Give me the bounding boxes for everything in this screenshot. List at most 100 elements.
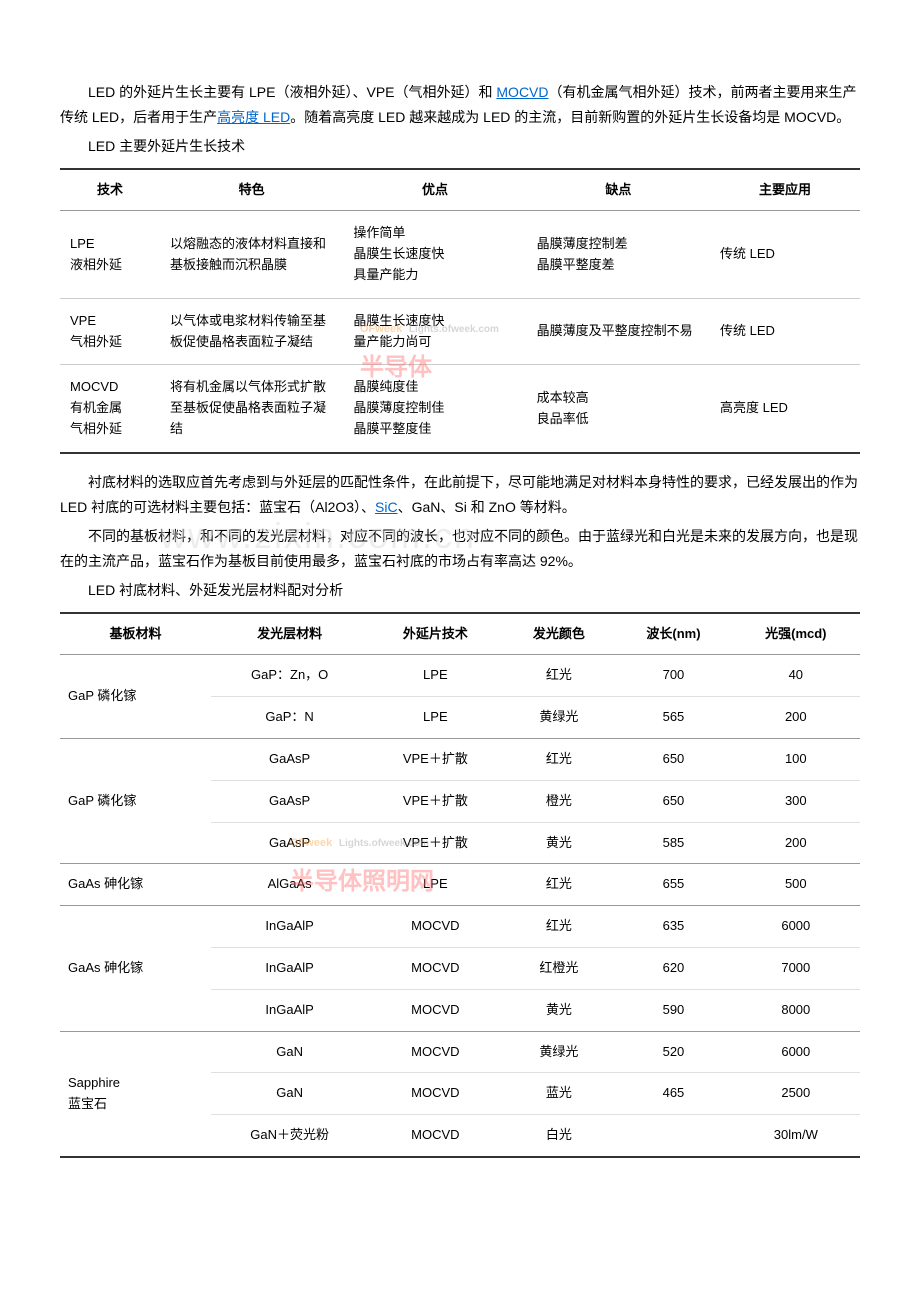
table-cell: InGaAlP xyxy=(211,948,368,990)
table-cell: MOCVD xyxy=(368,948,502,990)
table-cell: LPE xyxy=(368,655,502,697)
table-cell: GaN＋荧光粉 xyxy=(211,1115,368,1157)
table-cell: MOCVD xyxy=(368,989,502,1031)
table-cell: AlGaAs xyxy=(211,864,368,906)
table-cell: 蓝光 xyxy=(503,1073,616,1115)
intro-text-1: LED 的外延片生长主要有 LPE（液相外延）、VPE（气相外延）和 xyxy=(88,84,496,100)
table-cell: 红光 xyxy=(503,739,616,781)
table-cell: LPE xyxy=(368,697,502,739)
table-cell: 520 xyxy=(615,1031,731,1073)
mocvd-link[interactable]: MOCVD xyxy=(496,84,548,100)
table-cell: VPE＋扩散 xyxy=(368,780,502,822)
substrate-cell: GaAs 砷化镓 xyxy=(60,864,211,906)
table-cell: GaN xyxy=(211,1031,368,1073)
table-cell: 100 xyxy=(732,739,860,781)
table-cell: VPE气相外延 xyxy=(60,298,160,365)
table2-header-color: 发光颜色 xyxy=(503,613,616,655)
table-cell: 635 xyxy=(615,906,731,948)
table-cell: 以熔融态的液体材料直接和基板接触而沉积晶膜 xyxy=(160,211,343,298)
table2-header-intensity: 光强(mcd) xyxy=(732,613,860,655)
table-cell: 传统 LED xyxy=(710,298,860,365)
table-cell: 晶膜纯度佳晶膜薄度控制佳晶膜平整度佳 xyxy=(343,365,526,453)
table-cell: 585 xyxy=(615,822,731,864)
table-cell: GaP：Zn，O xyxy=(211,655,368,697)
mid-text-2: 、GaN、Si 和 ZnO 等材料。 xyxy=(398,499,576,515)
table-cell: 黄光 xyxy=(503,822,616,864)
table-cell: 黄绿光 xyxy=(503,697,616,739)
table-cell: GaAsP xyxy=(211,739,368,781)
table-cell: 将有机金属以气体形式扩散至基板促使晶格表面粒子凝结 xyxy=(160,365,343,453)
section1-title: LED 主要外延片生长技术 xyxy=(60,134,860,159)
table-cell: 500 xyxy=(732,864,860,906)
mid-paragraph-1: 衬底材料的选取应首先考虑到与外延层的匹配性条件，在此前提下，尽可能地满足对材料本… xyxy=(60,470,860,520)
table-cell: MOCVD xyxy=(368,1031,502,1073)
table-cell: MOCVD xyxy=(368,1115,502,1157)
high-brightness-led-link[interactable]: 高亮度 LED xyxy=(217,109,290,125)
table-cell: 300 xyxy=(732,780,860,822)
table-cell: GaAsP xyxy=(211,780,368,822)
table-cell: 橙光 xyxy=(503,780,616,822)
table-cell: 红光 xyxy=(503,864,616,906)
table2-header-layer: 发光层材料 xyxy=(211,613,368,655)
table-cell: 650 xyxy=(615,739,731,781)
table-cell: 620 xyxy=(615,948,731,990)
table-cell: MOCVD xyxy=(368,906,502,948)
sic-link[interactable]: SiC xyxy=(375,499,398,515)
intro-text-3: 。随着高亮度 LED 越来越成为 LED 的主流，目前新购置的外延片生长设备均是… xyxy=(290,109,850,125)
table-cell: 成本较高良品率低 xyxy=(527,365,710,453)
table-cell: GaP：N xyxy=(211,697,368,739)
table1-wrap: 技术 特色 优点 缺点 主要应用 LPE液相外延以熔融态的液体材料直接和基板接触… xyxy=(60,168,860,454)
table2-header-tech: 外延片技术 xyxy=(368,613,502,655)
table-cell: 465 xyxy=(615,1073,731,1115)
table-cell: MOCVD有机金属气相外延 xyxy=(60,365,160,453)
table-cell: GaN xyxy=(211,1073,368,1115)
table-cell: 655 xyxy=(615,864,731,906)
table-cell: LPE xyxy=(368,864,502,906)
table-cell: 565 xyxy=(615,697,731,739)
table-cell: 2500 xyxy=(732,1073,860,1115)
substrate-cell: Sapphire蓝宝石 xyxy=(60,1031,211,1157)
substrate-cell: GaAs 砷化镓 xyxy=(60,906,211,1031)
section2-title: LED 衬底材料、外延发光层材料配对分析 xyxy=(60,578,860,603)
table-cell: 操作简单晶膜生长速度快具量产能力 xyxy=(343,211,526,298)
table-cell: 红光 xyxy=(503,906,616,948)
table-cell: 黄绿光 xyxy=(503,1031,616,1073)
table-cell: LPE液相外延 xyxy=(60,211,160,298)
table-cell xyxy=(615,1115,731,1157)
table-cell: 晶膜生长速度快量产能力尚可 xyxy=(343,298,526,365)
table1-header-feature: 特色 xyxy=(160,169,343,211)
table-cell: 传统 LED xyxy=(710,211,860,298)
substrate-cell: GaP 磷化镓 xyxy=(60,655,211,739)
table-cell: 晶膜薄度及平整度控制不易 xyxy=(527,298,710,365)
table2-header-substrate: 基板材料 xyxy=(60,613,211,655)
table-cell: 700 xyxy=(615,655,731,697)
table-cell: InGaAlP xyxy=(211,906,368,948)
table-cell: 7000 xyxy=(732,948,860,990)
table-cell: 30lm/W xyxy=(732,1115,860,1157)
table-cell: 200 xyxy=(732,697,860,739)
table-cell: 晶膜薄度控制差晶膜平整度差 xyxy=(527,211,710,298)
table1-header-con: 缺点 xyxy=(527,169,710,211)
table2-header-wavelength: 波长(nm) xyxy=(615,613,731,655)
intro-paragraph: LED 的外延片生长主要有 LPE（液相外延）、VPE（气相外延）和 MOCVD… xyxy=(60,80,860,130)
table-cell: 6000 xyxy=(732,906,860,948)
table1-header-app: 主要应用 xyxy=(710,169,860,211)
table-cell: 黄光 xyxy=(503,989,616,1031)
table-cell: 590 xyxy=(615,989,731,1031)
table2-wrap: 基板材料 发光层材料 外延片技术 发光颜色 波长(nm) 光强(mcd) GaP… xyxy=(60,612,860,1158)
tech-table: 技术 特色 优点 缺点 主要应用 LPE液相外延以熔融态的液体材料直接和基板接触… xyxy=(60,168,860,454)
table-cell: MOCVD xyxy=(368,1073,502,1115)
table-cell: VPE＋扩散 xyxy=(368,822,502,864)
substrate-cell: GaP 磷化镓 xyxy=(60,739,211,864)
table1-header-tech: 技术 xyxy=(60,169,160,211)
table-cell: 8000 xyxy=(732,989,860,1031)
table-cell: 650 xyxy=(615,780,731,822)
table-cell: 以气体或电浆材料传输至基板促使晶格表面粒子凝结 xyxy=(160,298,343,365)
table1-header-pro: 优点 xyxy=(343,169,526,211)
table-cell: VPE＋扩散 xyxy=(368,739,502,781)
substrate-table: 基板材料 发光层材料 外延片技术 发光颜色 波长(nm) 光强(mcd) GaP… xyxy=(60,612,860,1158)
table-cell: 6000 xyxy=(732,1031,860,1073)
table-cell: 高亮度 LED xyxy=(710,365,860,453)
table-cell: 40 xyxy=(732,655,860,697)
table-cell: 红橙光 xyxy=(503,948,616,990)
